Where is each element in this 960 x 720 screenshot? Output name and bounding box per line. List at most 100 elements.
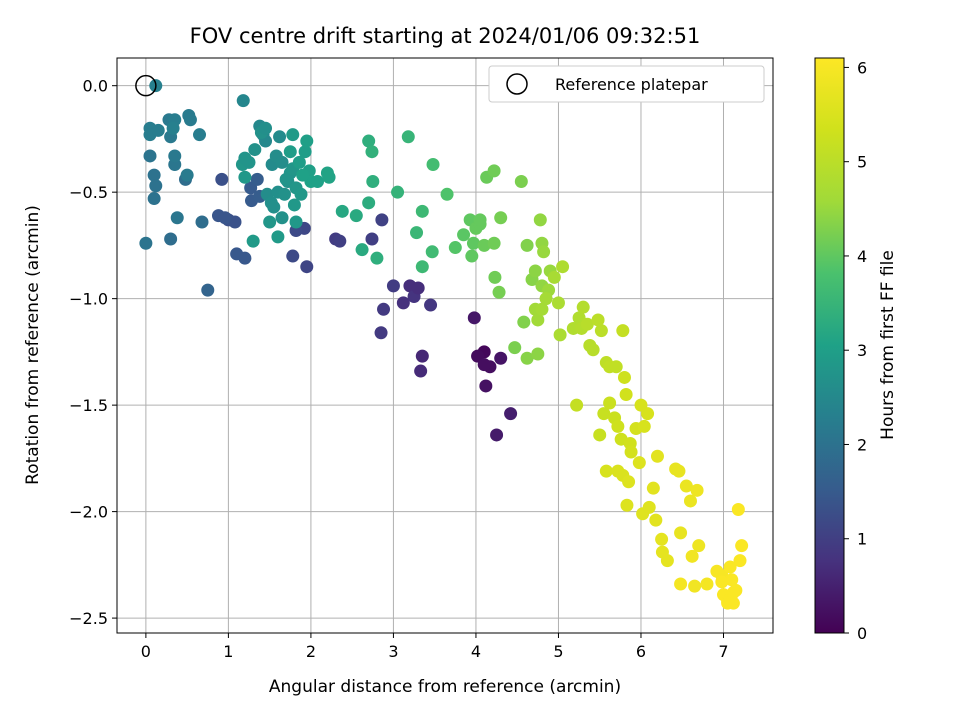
colorbar-tick-label: 4 bbox=[857, 247, 867, 266]
data-point bbox=[551, 296, 565, 310]
data-point bbox=[537, 245, 551, 259]
x-tick-label: 0 bbox=[141, 642, 151, 661]
data-point bbox=[149, 179, 163, 193]
data-point bbox=[273, 130, 287, 144]
data-point bbox=[218, 211, 232, 225]
data-point bbox=[228, 215, 242, 229]
data-point bbox=[479, 379, 493, 393]
data-point bbox=[473, 213, 487, 227]
data-point bbox=[603, 396, 617, 410]
data-point bbox=[349, 209, 363, 223]
data-point bbox=[597, 407, 611, 421]
colorbar-ticks: 0 1 2 3 4 5 6 bbox=[844, 58, 867, 643]
data-point bbox=[365, 232, 379, 246]
data-point bbox=[289, 215, 303, 229]
data-point bbox=[467, 311, 481, 325]
data-point bbox=[533, 213, 547, 227]
data-point bbox=[457, 228, 471, 242]
data-point bbox=[672, 464, 686, 478]
data-point bbox=[193, 128, 207, 142]
y-tick-label: −2.0 bbox=[69, 503, 108, 522]
chart-title: FOV centre drift starting at 2024/01/06 … bbox=[190, 24, 701, 48]
data-point bbox=[637, 419, 651, 433]
legend-entry: Reference platepar bbox=[555, 75, 708, 94]
data-point bbox=[674, 526, 688, 540]
data-point bbox=[425, 245, 439, 259]
data-point bbox=[487, 236, 501, 250]
y-tick-label: −0.5 bbox=[69, 183, 108, 202]
data-point bbox=[531, 347, 545, 361]
data-point bbox=[609, 360, 623, 374]
data-point bbox=[723, 560, 737, 574]
data-point bbox=[570, 398, 584, 412]
x-tick-label: 1 bbox=[223, 642, 233, 661]
data-point bbox=[517, 315, 531, 329]
data-point bbox=[333, 234, 347, 248]
data-point bbox=[624, 445, 638, 459]
data-point bbox=[236, 94, 250, 108]
data-point bbox=[594, 324, 608, 338]
colorbar-label: Hours from first FF file bbox=[878, 250, 898, 440]
data-point bbox=[715, 575, 729, 589]
data-point bbox=[688, 579, 702, 593]
data-point bbox=[440, 187, 454, 201]
colorbar-tick-label: 5 bbox=[857, 153, 867, 172]
data-point bbox=[426, 157, 440, 171]
data-point bbox=[415, 260, 429, 274]
data-point bbox=[488, 270, 502, 284]
data-point bbox=[520, 238, 534, 252]
data-point bbox=[685, 549, 699, 563]
y-axis-label: Rotation from reference (arcmin) bbox=[23, 205, 43, 485]
data-point bbox=[283, 145, 297, 159]
data-point bbox=[733, 554, 747, 568]
data-point bbox=[700, 577, 714, 591]
data-point bbox=[355, 243, 369, 257]
reference-point-marker bbox=[135, 74, 157, 97]
data-point bbox=[375, 213, 389, 227]
data-point bbox=[674, 577, 688, 591]
x-tick-label: 7 bbox=[718, 642, 728, 661]
data-point bbox=[286, 249, 300, 263]
colorbar-gradient bbox=[814, 57, 845, 634]
data-point bbox=[611, 419, 625, 433]
y-tick-label: −2.5 bbox=[69, 609, 108, 628]
data-point bbox=[514, 175, 528, 189]
data-point bbox=[287, 198, 301, 212]
colorbar-tick-label: 2 bbox=[857, 435, 867, 454]
colorbar-tick-label: 1 bbox=[857, 530, 867, 549]
legend-box bbox=[488, 65, 765, 103]
data-point bbox=[735, 539, 749, 553]
data-point bbox=[556, 260, 570, 274]
data-point bbox=[641, 407, 655, 421]
data-point bbox=[263, 215, 277, 229]
data-point bbox=[267, 200, 281, 214]
colorbar-tick-label: 3 bbox=[857, 341, 867, 360]
data-point bbox=[139, 236, 153, 250]
y-axis-ticks: 0.0 −0.5 −1.0 −1.5 −2.0 −2.5 bbox=[69, 77, 117, 628]
data-point bbox=[504, 407, 518, 421]
data-point bbox=[660, 554, 674, 568]
data-point bbox=[411, 281, 425, 295]
data-point bbox=[528, 264, 542, 278]
data-point bbox=[147, 168, 161, 182]
data-point bbox=[362, 134, 376, 148]
data-point bbox=[311, 175, 325, 189]
data-point bbox=[259, 121, 273, 135]
data-point bbox=[365, 145, 379, 159]
data-point bbox=[294, 187, 308, 201]
data-point bbox=[490, 428, 504, 442]
data-point bbox=[620, 498, 634, 512]
data-point bbox=[147, 192, 161, 206]
data-point bbox=[396, 296, 410, 310]
y-tick-label: 0.0 bbox=[83, 77, 108, 96]
data-point bbox=[298, 145, 312, 159]
data-point bbox=[632, 456, 646, 470]
data-point bbox=[401, 130, 415, 144]
data-point bbox=[362, 196, 376, 210]
y-tick-label: −1.0 bbox=[69, 290, 108, 309]
data-point bbox=[415, 349, 429, 363]
data-point bbox=[466, 236, 480, 250]
data-point bbox=[275, 155, 289, 169]
data-point bbox=[649, 513, 663, 527]
